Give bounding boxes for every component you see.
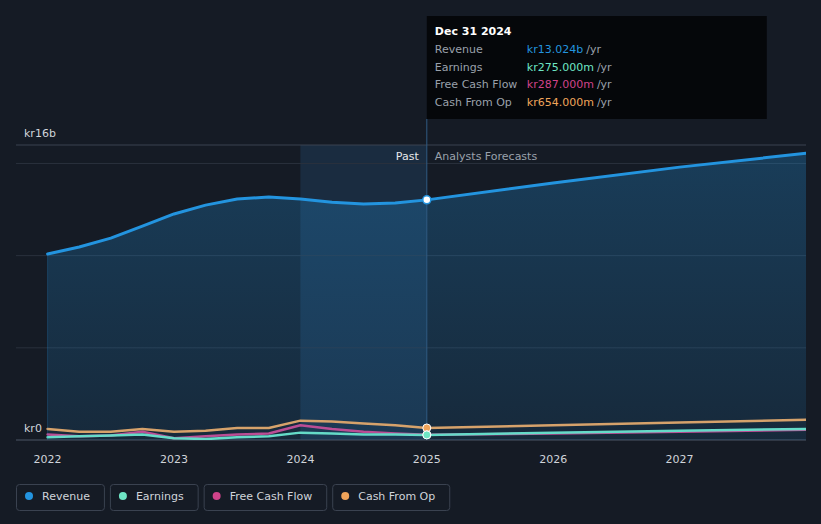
tooltip-value: kr654.000m/yr: [527, 96, 612, 109]
grid-line: [16, 145, 806, 146]
annotation: Past: [396, 150, 420, 163]
x-tick-label: 2024: [286, 453, 314, 466]
tooltip-label: Free Cash Flow: [435, 78, 518, 91]
legend-box: [17, 485, 105, 511]
chart: kr0 kr16b 2022 2023 2024 2025 2026 2027 Past Anal…: [0, 0, 821, 524]
annotation: Analysts Forecasts: [435, 150, 538, 163]
tooltip-label: Earnings: [435, 61, 483, 74]
legend-label: Revenue: [42, 490, 90, 503]
tooltip-value: kr287.000m/yr: [527, 78, 612, 91]
markers: [423, 196, 431, 439]
tooltip-value-text: kr654.000m: [527, 96, 594, 109]
tooltip-value-text: kr275.000m: [527, 61, 594, 74]
tooltip-unit: /yr: [586, 43, 601, 56]
tooltip-box: [427, 16, 767, 119]
tooltip-title: Dec 31 2024: [435, 25, 512, 38]
x-tick-label: 2023: [160, 453, 188, 466]
divider-line: [426, 119, 427, 440]
legend-item[interactable]: Free Cash Flow: [204, 485, 327, 511]
tooltip-value: kr275.000m/yr: [527, 61, 612, 74]
legend-label: Cash From Op: [358, 490, 435, 503]
legend-item[interactable]: Cash From Op: [333, 485, 450, 511]
area-edge: [47, 254, 48, 440]
point-marker: [423, 431, 431, 439]
x-tick-label: 2022: [34, 453, 62, 466]
tooltip-unit: /yr: [597, 96, 612, 109]
x-tick-label: 2026: [539, 453, 567, 466]
legend-swatch: [25, 492, 33, 500]
legend-swatch: [119, 492, 127, 500]
tooltip-label: Revenue: [435, 43, 483, 56]
legend-swatch: [341, 492, 349, 500]
tooltip-value: kr13.024b/yr: [527, 43, 602, 56]
legend-item[interactable]: Earnings: [110, 485, 198, 511]
tooltip: Dec 31 2024 Revenue kr13.024b/yr Earnings kr…: [427, 16, 767, 119]
y-tick-label: kr16b: [24, 127, 56, 140]
tooltip-label: Cash From Op: [435, 96, 512, 109]
legend-box: [110, 485, 198, 511]
legend-box: [333, 485, 450, 511]
point-marker: [423, 431, 431, 439]
x-tick-label: 2027: [666, 453, 694, 466]
legend-swatch: [213, 492, 221, 500]
point-marker: [423, 196, 431, 204]
tooltip-value-text: kr13.024b: [527, 43, 583, 56]
x-tick-label: 2025: [413, 453, 441, 466]
legend-label: Earnings: [136, 490, 184, 503]
chart-root: kr0 kr16b 2022 2023 2024 2025 2026 2027 Past Anal…: [0, 0, 821, 524]
legend-item[interactable]: Revenue: [17, 485, 105, 511]
grid-line: [16, 163, 806, 164]
tooltip-unit: /yr: [597, 61, 612, 74]
legend-box: [204, 485, 327, 511]
tooltip-value-text: kr287.000m: [527, 78, 594, 91]
y-tick-label: kr0: [24, 422, 42, 435]
tooltip-unit: /yr: [597, 78, 612, 91]
legend-label: Free Cash Flow: [230, 490, 313, 503]
